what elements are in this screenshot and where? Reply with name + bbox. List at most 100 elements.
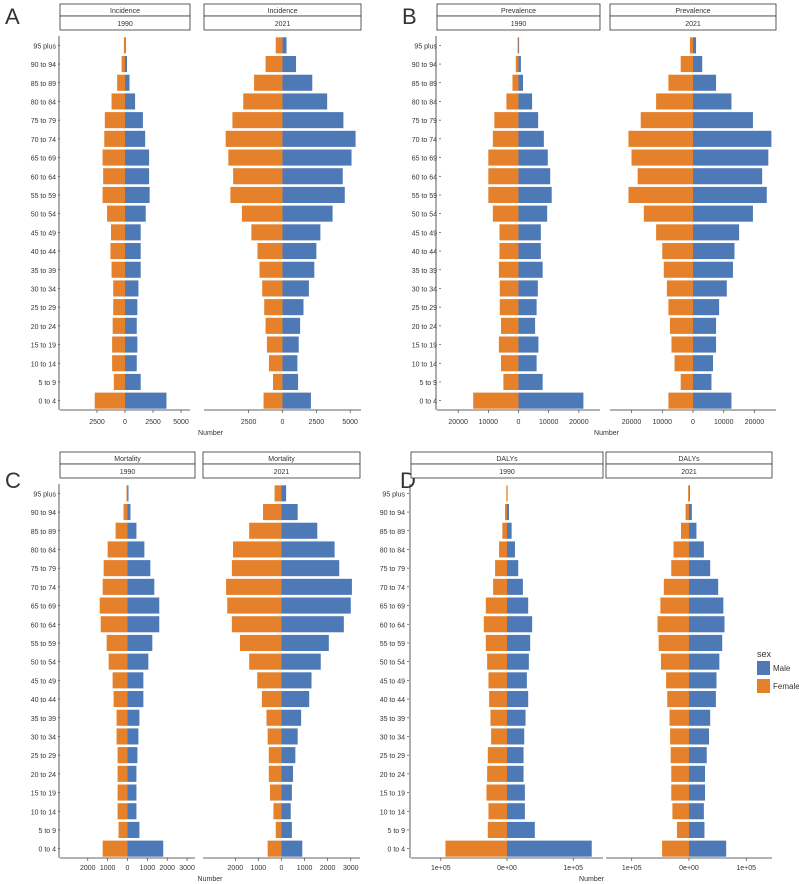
bar-male [507,821,535,838]
bar-male [689,728,710,745]
bar-male [518,355,537,372]
bar-female [671,765,689,782]
bar-male [125,392,167,409]
bar-male [689,616,725,633]
bar-male [518,299,537,316]
bar-male [507,803,525,820]
bar-male [281,691,310,708]
bar-male [689,541,704,558]
bar-male [518,186,552,203]
bar-female [666,672,689,689]
bar-female [106,634,128,651]
bar-female [251,224,283,241]
bar-female [115,522,128,539]
x-tick-label: 20000 [622,419,642,426]
strip-year-box [605,463,773,479]
bar-female [103,560,128,577]
bar-male [125,224,141,241]
bar-female [656,224,693,241]
bar-female [662,840,689,857]
bar-female [643,205,693,222]
x-axis-title: Number [579,876,605,883]
bar-female [112,355,125,372]
age-label: 40 to 44 [412,249,437,256]
bar-male [518,373,543,390]
bar-female [495,560,507,577]
bar-male [281,784,292,801]
strip-year-label: 2021 [685,21,701,28]
bar-male [281,541,335,558]
x-tick-label: 20000 [569,419,589,426]
age-label: 95 plus [414,43,437,50]
strip-measure-label: Mortality [114,456,141,463]
bar-male [281,578,352,595]
bar-male [689,653,720,670]
bar-male [125,243,141,260]
bar-male [693,56,703,73]
age-label: 95 plus [382,491,405,498]
bar-female [233,168,283,185]
bar-female [492,205,519,222]
x-tick-label: 2000 [159,865,175,872]
bar-female [102,186,125,203]
bar-female [499,243,519,260]
bar-male [282,37,287,54]
bar-male [127,840,164,857]
bar-male [281,803,291,820]
age-label: 20 to 24 [31,324,56,331]
age-label: 45 to 49 [31,678,56,685]
bar-female [110,224,125,241]
bar-female [487,765,507,782]
age-label: 15 to 19 [380,791,405,798]
bar-male [282,261,315,278]
bar-female [107,205,125,222]
age-label: 75 to 79 [412,118,437,125]
bar-male [125,37,126,54]
age-label: 85 to 89 [380,529,405,536]
bar-male [125,261,141,278]
bar-male [689,578,719,595]
bar-male [689,747,707,764]
bar-female [500,317,519,334]
bar-female [669,709,689,726]
bar-male [127,522,137,539]
x-tick-label: 0 [123,419,127,426]
panel-a: A 0 to 4 5 to 9 10 to 14 15 to 19 20 to 24 25 … [5,3,362,437]
bar-female [121,56,125,73]
bar-female [487,653,507,670]
age-label: 60 to 64 [31,622,56,629]
bar-male [281,597,351,614]
bar-female [628,186,693,203]
bar-male [282,355,298,372]
age-label: 80 to 84 [31,99,56,106]
bar-male [281,765,294,782]
bar-female [488,186,519,203]
bar-male [125,280,139,297]
bar-male [127,597,160,614]
bar-male [518,74,524,91]
bar-male [282,205,333,222]
bar-male [281,653,321,670]
bar-male [518,112,539,129]
x-tick-label: 0 [281,419,285,426]
bar-female [100,616,128,633]
bar-male [281,522,318,539]
bar-female [117,803,128,820]
bar-female [111,93,125,110]
bar-female [110,243,125,260]
age-label: 80 to 84 [380,547,405,554]
age-label: 55 to 59 [380,641,405,648]
bar-male [693,317,717,334]
bar-female [274,485,282,502]
bar-male [282,373,299,390]
bar-male [507,560,519,577]
bar-male [281,616,344,633]
x-tick-label: 1e+05 [736,865,756,872]
bar-female [631,149,693,166]
bar-female [663,261,693,278]
age-label: 85 to 89 [31,81,56,88]
bar-male [507,485,508,502]
bar-female [268,765,282,782]
age-label: 45 to 49 [31,230,56,237]
bar-female [512,74,519,91]
